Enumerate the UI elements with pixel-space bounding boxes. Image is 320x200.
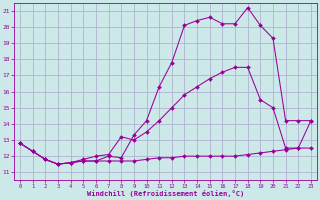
X-axis label: Windchill (Refroidissement éolien,°C): Windchill (Refroidissement éolien,°C) (87, 190, 244, 197)
